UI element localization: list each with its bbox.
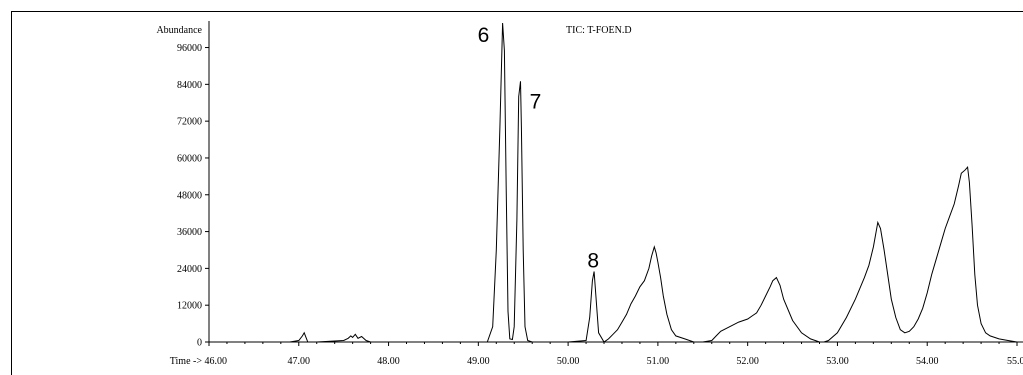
x-tick-label: 47.00 — [288, 356, 311, 367]
y-tick-label: 0 — [197, 338, 202, 349]
y-tick-label: 72000 — [177, 117, 202, 128]
y-tick-label: 48000 — [177, 190, 202, 201]
x-tick-label: 54.00 — [916, 356, 939, 367]
y-tick-label: 36000 — [177, 227, 202, 238]
chart-title: TIC: T-FOEN.D — [566, 25, 632, 36]
peak-label-8: 8 — [587, 249, 599, 272]
peak-labels: 6 7 8 — [478, 24, 599, 272]
x-tick-label: 51.00 — [647, 356, 670, 367]
x-axis: Time -> 46.00 47.00 48.00 49.00 50.00 51.00 52… — [170, 342, 1023, 367]
x-tick-label: Time -> 46.00 — [170, 356, 227, 367]
peak-label-6: 6 — [478, 24, 490, 47]
y-tick-label: 24000 — [177, 264, 202, 275]
chart-frame — [11, 11, 1023, 375]
y-axis: 0 12000 24000 36000 48000 60000 72000 84000 9600… — [177, 43, 209, 349]
tic-trace-line — [209, 22, 1018, 343]
x-tick-label: 48.00 — [377, 356, 400, 367]
y-tick-label: 96000 — [177, 43, 202, 54]
x-tick-label: 50.00 — [557, 356, 580, 367]
x-tick-label: 53.00 — [826, 356, 849, 367]
y-tick-label: 60000 — [177, 153, 202, 164]
y-axis-label: Abundance — [156, 25, 202, 36]
peak-label-7: 7 — [530, 90, 542, 113]
x-tick-label: 55.00 — [1007, 356, 1023, 367]
y-tick-label: 84000 — [177, 80, 202, 91]
x-tick-label: 52.00 — [736, 356, 759, 367]
y-tick-label: 12000 — [177, 301, 202, 312]
x-tick-label: 49.00 — [467, 356, 490, 367]
